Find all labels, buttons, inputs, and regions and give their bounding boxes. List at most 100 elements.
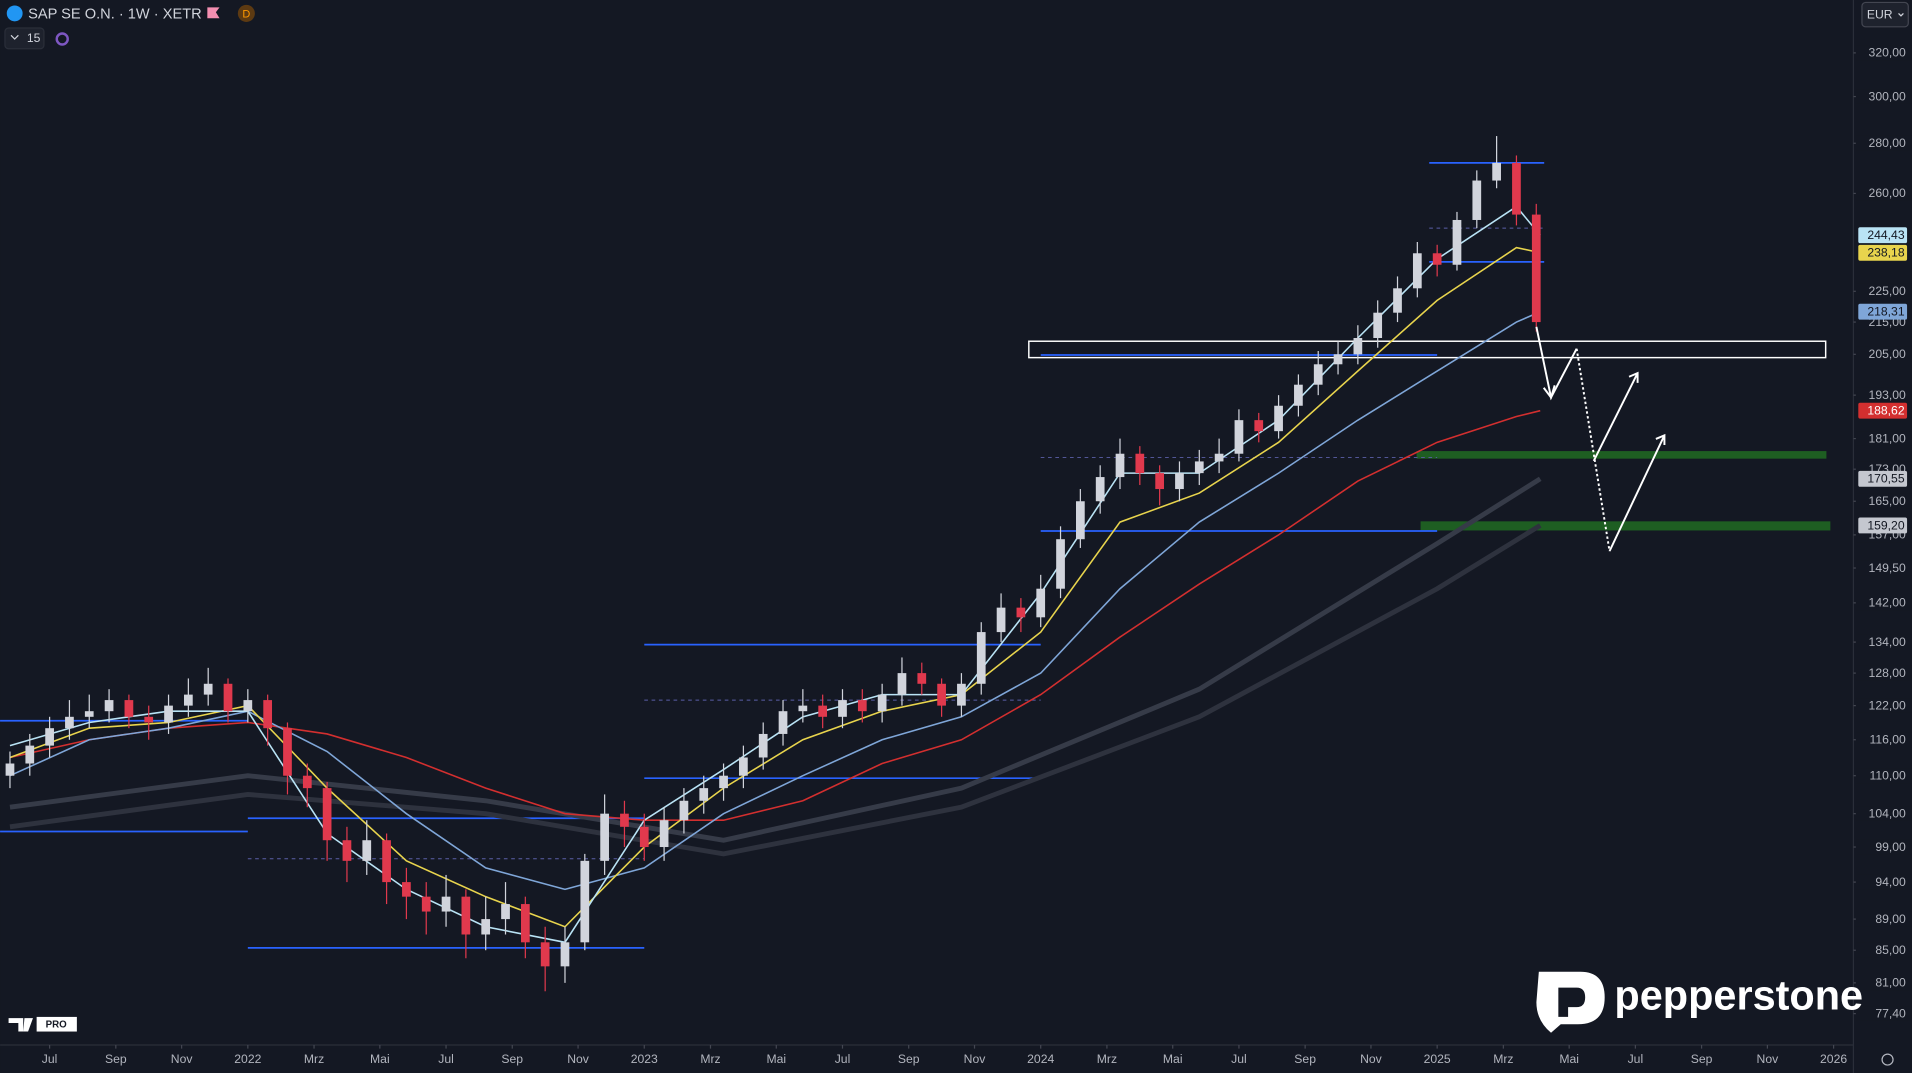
candle-body — [798, 705, 808, 712]
candle-body — [362, 840, 372, 861]
candle-body — [520, 904, 530, 943]
candle-body — [104, 700, 114, 712]
pro-box — [36, 1016, 77, 1032]
indicators-toggle[interactable] — [4, 27, 45, 50]
candle-body — [1016, 607, 1026, 618]
x-tick-label: Mrz — [304, 1052, 324, 1066]
currency-button[interactable] — [1861, 1, 1909, 28]
settings-icon[interactable] — [1881, 1053, 1894, 1066]
x-tick-label: Nov — [171, 1052, 194, 1066]
candle-body — [778, 711, 788, 734]
pepperstone-logo: pepperstone — [1536, 972, 1863, 1033]
chevron — [10, 34, 19, 40]
arrow-head — [1542, 385, 1556, 400]
y-tick-label: 89,00 — [1875, 912, 1906, 926]
candle-body — [45, 728, 54, 746]
x-tick-label: Nov — [964, 1052, 987, 1066]
y-tick-label: 116,00 — [1869, 733, 1906, 747]
candle-body — [1155, 473, 1165, 490]
x-tick-label: 2025 — [1424, 1052, 1451, 1066]
candle-body — [402, 882, 411, 897]
last-value-label: 170,55 — [1867, 472, 1904, 486]
candle-body — [1294, 384, 1303, 406]
last-value-label: 218,31 — [1867, 305, 1904, 319]
candle-body — [1194, 461, 1204, 474]
y-tick-bg — [1855, 665, 1912, 681]
candle-body — [719, 775, 728, 789]
candle-body — [243, 700, 253, 712]
zone — [1416, 451, 1827, 459]
last-value-bg — [1858, 402, 1908, 419]
candle-body — [5, 763, 15, 776]
candle-body — [957, 683, 966, 706]
arrow-path — [1592, 371, 1639, 462]
flag-icon — [207, 7, 220, 19]
y-tick-bg — [1855, 975, 1912, 991]
y-tick-label: 128,00 — [1869, 666, 1906, 680]
badge-bg — [237, 4, 255, 22]
y-tick-bg — [1855, 431, 1912, 446]
x-tick-label: Sep — [898, 1052, 920, 1066]
y-tick-label: 81,00 — [1875, 976, 1906, 990]
y-tick-label: 225,00 — [1869, 284, 1906, 298]
candle-body — [1373, 312, 1383, 338]
arrow-path — [1608, 433, 1666, 552]
candle-body — [203, 683, 213, 695]
candle-body — [1135, 453, 1145, 474]
y-tick-bg — [1855, 346, 1912, 362]
candle-body — [877, 694, 887, 712]
candle-body — [976, 632, 986, 684]
brand-name: pepperstone — [1614, 972, 1863, 1019]
candle-body — [659, 820, 669, 848]
y-tick-label: 94,00 — [1875, 875, 1906, 889]
last-value-bg — [1858, 470, 1908, 487]
y-tick-label: 77,40 — [1875, 1006, 1906, 1020]
y-tick-label: 149,50 — [1869, 561, 1906, 575]
last-value-label: 238,18 — [1867, 246, 1904, 260]
zone — [1420, 521, 1831, 531]
y-tick-label: 104,00 — [1869, 807, 1906, 821]
last-value-bg — [1858, 244, 1908, 261]
candle-body — [1333, 354, 1343, 365]
y-tick-label: 300,00 — [1869, 89, 1906, 103]
candle-body — [857, 700, 867, 712]
y-tick-label: 99,00 — [1875, 840, 1906, 854]
last-value-bg — [1858, 303, 1908, 320]
candle-body — [1512, 162, 1521, 215]
axes: 320,00300,00280,00260,00225,00215,00205,… — [42, 45, 1912, 1066]
candle-body — [1412, 253, 1422, 289]
last-value-label: 188,62 — [1867, 404, 1904, 418]
candle-body — [461, 896, 471, 935]
candle-body — [1531, 214, 1541, 323]
candle-body — [481, 919, 491, 935]
y-tick-bg — [1855, 1006, 1912, 1021]
x-tick-label: Mai — [766, 1052, 786, 1066]
candle-body — [540, 942, 550, 967]
logo-cut — [1558, 987, 1586, 1017]
x-tick-label: Jul — [1231, 1052, 1247, 1066]
candle-body — [263, 700, 273, 729]
arrow-path — [1575, 348, 1611, 552]
x-tick-label: Jul — [835, 1052, 851, 1066]
y-tick-bg — [1855, 698, 1912, 713]
y-tick-bg — [1855, 135, 1912, 151]
currency: EUR — [1867, 7, 1893, 21]
candle-body — [223, 683, 233, 712]
x-tick-label: 2024 — [1027, 1052, 1054, 1066]
candle-body — [600, 813, 609, 861]
candle-body — [421, 896, 431, 912]
x-tick-label: Mai — [370, 1052, 390, 1066]
indicators-count: 15 — [27, 31, 41, 45]
x-tick-label: Sep — [501, 1052, 523, 1066]
y-tick-bg — [1855, 732, 1912, 748]
moving-average — [9, 523, 1542, 857]
candle-body — [620, 813, 629, 827]
y-tick-label: 193,00 — [1869, 388, 1906, 402]
y-tick-bg — [1855, 768, 1912, 784]
y-tick-bg — [1855, 874, 1912, 890]
plot-area — [0, 136, 1831, 992]
candle-body — [342, 840, 352, 861]
